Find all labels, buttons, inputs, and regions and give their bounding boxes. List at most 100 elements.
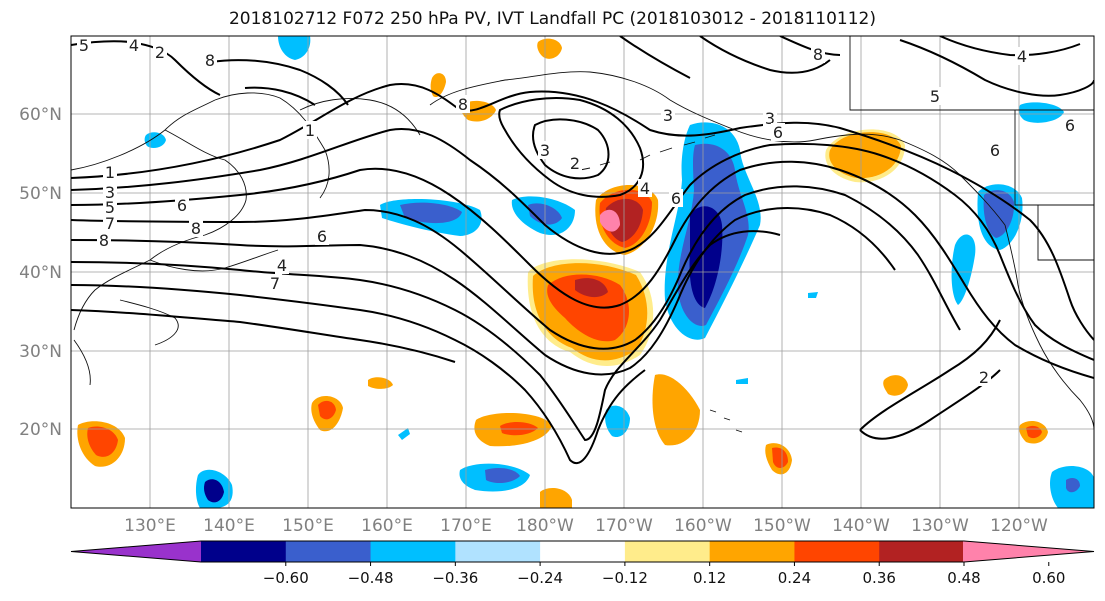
negative-anomaly-west-blue (400, 202, 462, 224)
positive-anomaly-central-red (547, 274, 630, 342)
colorbar-segment (709, 541, 796, 562)
colorbar-ticks: −0.60 −0.48 −0.36 −0.24 −0.12 0.12 0.24 0.36 0.4… (263, 562, 1065, 587)
contour-label-bg (669, 189, 683, 207)
positive-anomaly-gulf-orange (829, 132, 901, 179)
positive-anomaly-small-8 (537, 38, 562, 59)
contour-label: 8 (191, 219, 201, 238)
longitude-label: 150°W (753, 516, 811, 536)
contour-label-bg (763, 109, 777, 127)
contour-label: 3 (663, 106, 673, 125)
colorbar-tick-label: 0.24 (778, 569, 811, 587)
contour-label: 8 (205, 51, 215, 70)
contour-label-bg (988, 141, 1002, 159)
longitude-label: 130°W (911, 516, 969, 536)
contour-label: 8 (99, 231, 109, 250)
contour-label: 5 (105, 198, 115, 217)
longitude-label: 140°E (203, 516, 255, 536)
pv-contour-1 (71, 83, 1094, 341)
negative-anomaly-small-4 (278, 36, 311, 60)
contour-label: 6 (177, 196, 187, 215)
negative-anomaly-small-7 (605, 405, 630, 438)
pv-contour-3 (71, 160, 1094, 379)
negative-anomaly-small-3-blue (1066, 478, 1080, 493)
contour-label-bg (771, 123, 785, 141)
colorbar-tick-label: −0.36 (432, 569, 478, 587)
aleutian-chain (579, 134, 716, 171)
colorbar-outline (70, 540, 1095, 563)
contour-label: 5 (930, 87, 940, 106)
contour-label: 8 (458, 95, 468, 114)
colorbar-over-arrow (963, 541, 1094, 562)
positive-anomaly-north-pink (600, 209, 620, 232)
longitude-label: 130°E (124, 516, 176, 536)
positive-anomaly-small-10 (540, 488, 572, 508)
pv-contour-6 (71, 230, 781, 442)
contour-label: 3 (105, 183, 115, 202)
contour-label-bg (568, 154, 582, 172)
negative-anomaly-small-5 (1018, 102, 1064, 123)
longitude-label: 170°W (595, 516, 653, 536)
longitude-label: 150°E (282, 516, 334, 536)
positive-anomaly-small-1-red (318, 400, 336, 420)
latitude-label: 20°N (19, 420, 62, 440)
longitude-labels: 130°E 140°E 150°E 160°E 170°E 180°W 170°W 160°W… (124, 516, 1048, 536)
contour-label-bg (538, 141, 552, 159)
pv-contour-15 (619, 36, 841, 79)
colorbar-tick-label: 0.12 (693, 569, 726, 587)
map-title: 2018102712 F072 250 hPa PV, IVT Landfall… (228, 9, 876, 29)
negative-anomaly-small-6 (144, 132, 166, 148)
positive-anomaly-small-4-red (772, 447, 788, 468)
kamchatka-coastline (214, 92, 421, 199)
negative-anomaly-small-8 (808, 292, 818, 298)
contour-label-bg (315, 227, 329, 245)
contour-label-bg (456, 95, 470, 113)
contour-label-bg (103, 183, 117, 201)
colorbar-tick-label: 0.36 (863, 569, 896, 587)
contour-label: 6 (990, 141, 1000, 160)
colorbar-tick-label: −0.12 (602, 569, 648, 587)
contour-label-bg (1063, 116, 1077, 134)
colorbar-tick-label: 0.60 (1032, 569, 1065, 587)
colorbar-segment (455, 541, 541, 562)
contour-label-bg (127, 36, 141, 54)
negative-anomaly-coast-strip (951, 234, 976, 305)
colorbar-under-arrow (71, 541, 202, 562)
longitude-label: 160°W (674, 516, 732, 536)
latitude-label: 50°N (19, 184, 62, 204)
positive-anomaly-small-3 (652, 374, 700, 446)
contour-label-bg (638, 179, 652, 197)
contour-label-bg (103, 198, 117, 216)
contour-label: 4 (129, 36, 139, 55)
longitude-label: 140°W (832, 516, 890, 536)
negative-anomaly-small-2-blue (485, 468, 520, 484)
positive-anomaly-central-darkred (575, 278, 608, 298)
contour-label-bg (928, 87, 942, 105)
contour-label: 6 (1065, 116, 1075, 135)
negative-anomaly-trough-navy (689, 206, 723, 308)
hawaii-islands (709, 409, 743, 433)
contour-label: 6 (317, 227, 327, 246)
colorbar (70, 540, 1095, 563)
contour-label: 3 (765, 109, 775, 128)
contour-label-bg (811, 45, 825, 63)
colorbar-segment (879, 541, 965, 562)
longitude-label: 120°W (990, 516, 1048, 536)
pv-contour-12 (899, 36, 1094, 97)
colorbar-segment (370, 541, 456, 562)
positive-anomaly-small-7 (883, 375, 908, 396)
longitude-label: 180°W (516, 516, 574, 536)
negative-anomaly-small-9 (398, 428, 410, 440)
contour-label: 1 (305, 121, 315, 140)
colorbar-tick-label: 0.48 (947, 569, 980, 587)
contour-label-bg (1015, 47, 1029, 65)
contour-label-bg (275, 256, 289, 274)
map-frame (70, 35, 1095, 509)
latitude-label: 40°N (19, 263, 62, 283)
positive-anomaly-small-11 (368, 377, 393, 389)
contour-label-bg (97, 231, 111, 249)
pv-contour-9 (498, 97, 645, 198)
pv-contour-13 (71, 40, 221, 96)
contour-label-bg (661, 106, 675, 124)
